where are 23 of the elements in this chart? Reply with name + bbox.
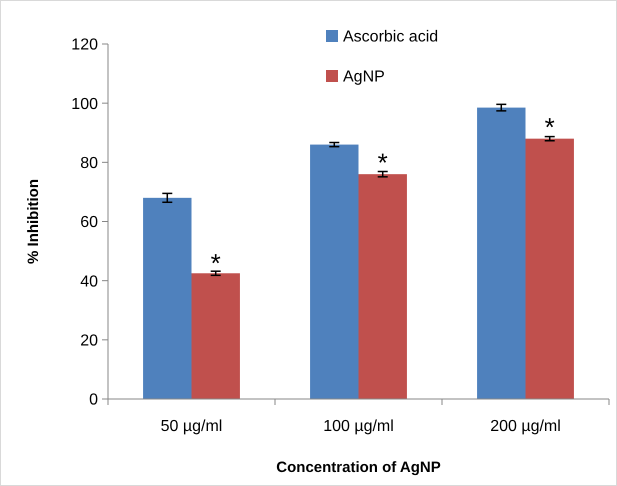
bar	[358, 174, 407, 399]
annotation: *	[378, 147, 388, 178]
bar	[526, 138, 574, 399]
y-tick-label: 120	[71, 36, 98, 54]
annotation: *	[210, 248, 221, 278]
y-tick-label: 20	[80, 332, 98, 350]
y-tick-label: 100	[71, 96, 98, 113]
legend-label: Ascorbic acid	[343, 28, 438, 46]
x-tick-label: 50 µg/ml	[160, 418, 222, 435]
legend-label: AgNP	[343, 68, 385, 86]
x-tick-label: 200 µg/ml	[490, 418, 561, 435]
bar	[477, 108, 526, 399]
y-tick-label: 0	[89, 392, 98, 409]
y-tick-label: 40	[80, 273, 98, 290]
annotation: *	[544, 112, 555, 142]
bar	[192, 273, 240, 399]
bar	[143, 198, 192, 399]
x-tick-label: 100 µg/ml	[323, 418, 394, 435]
bar	[310, 144, 358, 399]
y-tick-label: 80	[80, 154, 98, 172]
x-axis-title: Concentration of AgNP	[276, 459, 441, 476]
y-tick-label: 60	[80, 214, 98, 232]
y-axis-title: % Inhibition	[25, 179, 42, 264]
